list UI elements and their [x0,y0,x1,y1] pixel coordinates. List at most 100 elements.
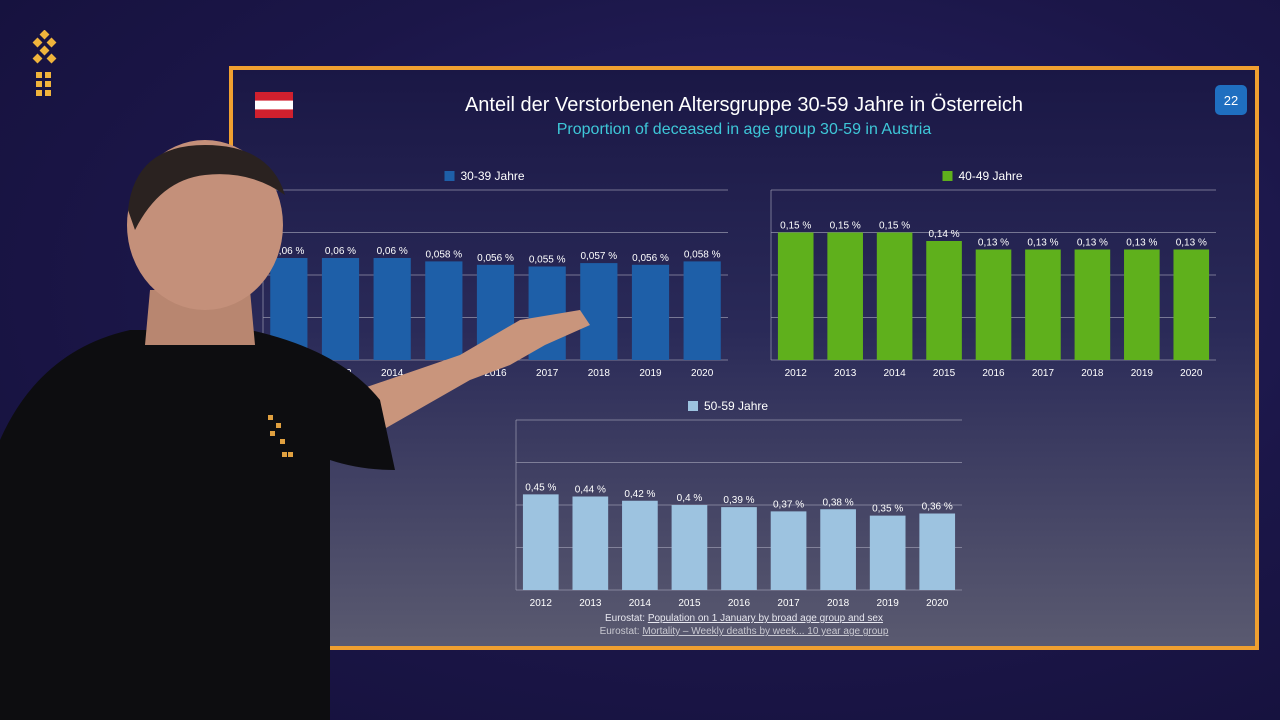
x-tick-2017: 2017 [1032,368,1055,379]
x-tick-2012: 2012 [530,598,553,609]
data-label-2019: 0,13 % [1126,238,1157,249]
presenter-figure [0,140,590,720]
bar-2019 [631,264,670,360]
bar-2018 [820,509,856,590]
legend-label: 50-59 Jahre [704,399,768,413]
x-tick-2018: 2018 [588,368,611,379]
legend-swatch [444,171,455,181]
x-tick-2013: 2013 [834,368,857,379]
bar-2016 [721,507,757,590]
x-tick-2018: 2018 [1081,368,1104,379]
x-tick-2019: 2019 [877,598,900,609]
chart-40-49: 40-49 Jahre 0,15 % 2012 0,15 % 2013 0,15 % 201… [770,169,1216,379]
x-tick-2020: 2020 [1180,368,1203,379]
austria-flag-icon [255,92,293,118]
data-label-2018: 0,38 % [823,497,854,508]
data-label-2014: 0,42 % [624,489,655,500]
bar-2013 [572,496,609,590]
data-label-2012: 0,15 % [780,221,811,232]
bar-2014 [876,232,913,360]
x-tick-2019: 2019 [1131,368,1154,379]
data-label-2017: 0,055 % [529,255,566,266]
bar-2014 [373,258,411,360]
bar-2018 [580,263,618,360]
x-tick-2018: 2018 [827,598,850,609]
data-label-2016: 0,39 % [723,495,754,506]
x-tick-2014: 2014 [883,368,906,379]
x-tick-2013: 2013 [579,598,602,609]
legend-label: 40-49 Jahre [959,169,1023,183]
bar-2013 [321,258,360,360]
x-tick-2014: 2014 [381,368,404,379]
slide-subtitle: Proportion of deceased in age group 30-5… [556,121,932,138]
data-label-2013: 0,44 % [575,485,606,496]
bar-2018 [1074,249,1111,360]
x-tick-2015: 2015 [933,368,956,379]
bar-2013 [827,232,863,360]
data-label-2014: 0,15 % [879,221,910,232]
bar-2012 [777,232,814,360]
source-line-1: Eurostat: Population on 1 January by bro… [233,613,1255,624]
data-label-2013: 0,15 % [830,221,861,232]
bar-2015 [671,505,708,590]
data-label-2015: 0,14 % [928,229,959,240]
slide-title: Anteil der Verstorbenen Altersgruppe 30-… [464,94,1024,116]
bar-2015 [926,241,962,360]
x-tick-2019: 2019 [639,368,662,379]
data-label-2015: 0,058 % [425,249,462,260]
data-label-2014: 0,06 % [377,246,408,257]
x-tick-2012: 2012 [785,368,808,379]
data-label-2012: 0,06 % [273,246,304,257]
source-prefix: Eurostat: [599,626,643,637]
data-label-2020: 0,058 % [684,249,721,260]
bar-2015 [425,261,463,360]
legend: 50-59 Jahre [688,399,768,413]
legend: 40-49 Jahre [942,169,1023,183]
x-tick-2017: 2017 [536,368,559,379]
bar-2020 [683,261,721,360]
data-label-2015: 0,4 % [677,493,703,504]
presentation-slide: 22 Anteil der Verstorbenen Altersgruppe … [229,66,1259,650]
bar-2020 [1173,249,1210,360]
data-label-2018: 0,057 % [580,251,617,262]
data-label-2016: 0,13 % [978,238,1009,249]
bar-2012 [522,494,559,590]
data-label-2019: 0,056 % [632,253,669,264]
bar-2019 [869,515,906,590]
bar-2017 [770,511,807,590]
data-label-2012: 0,45 % [525,482,556,493]
x-tick-2020: 2020 [926,598,949,609]
x-tick-2016: 2016 [484,368,507,379]
source-link-population[interactable]: Population on 1 January by broad age gro… [647,613,883,624]
x-tick-2015: 2015 [678,598,701,609]
legend-swatch [688,401,698,411]
data-label-2019: 0,35 % [872,504,903,515]
data-label-2013: 0,06 % [325,246,356,257]
data-label-2020: 0,36 % [922,502,953,513]
data-label-2018: 0,13 % [1077,238,1108,249]
source-link-mortality[interactable]: Mortality – Weekly deaths by week... 10 … [642,626,889,637]
source-line-2: Eurostat: Mortality – Weekly deaths by w… [233,626,1255,637]
chart-50-59: 50-59 Jahre 0,45 % 2012 0,44 % 2013 0,42 % 201… [515,399,962,609]
legend: 30-39 Jahre [444,169,525,183]
bar-2016 [975,249,1012,360]
bar-2019 [1124,249,1160,360]
data-label-2016: 0,056 % [477,253,514,264]
legend-swatch [942,171,953,181]
x-tick-2017: 2017 [777,598,800,609]
channel-logo [32,30,57,96]
x-tick-2014: 2014 [629,598,652,609]
legend-label: 30-39 Jahre [461,169,525,183]
data-label-2020: 0,13 % [1176,238,1207,249]
data-label-2017: 0,13 % [1027,238,1058,249]
x-tick-2016: 2016 [982,368,1005,379]
bar-2020 [919,513,956,590]
bar-2014 [622,500,658,590]
bar-2017 [1025,249,1061,360]
source-prefix: Eurostat: [605,613,648,624]
slide-number-badge: 22 [1215,85,1247,115]
x-tick-2020: 2020 [691,368,714,379]
x-tick-2016: 2016 [728,598,751,609]
data-label-2017: 0,37 % [773,499,804,510]
